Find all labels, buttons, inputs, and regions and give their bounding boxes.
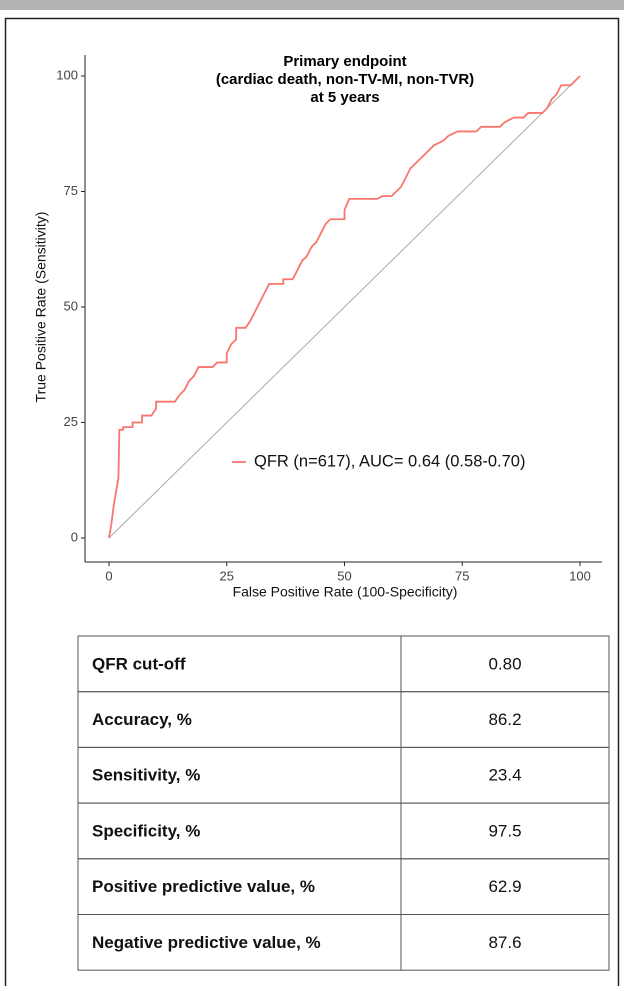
chart-title: at 5 years [310, 89, 379, 106]
frame [4, 17, 620, 986]
row-label: QFR cut-off [92, 654, 186, 673]
row-label: Positive predictive value, % [92, 877, 315, 896]
row-value: 97.5 [488, 821, 521, 840]
chart-title: (cardiac death, non-TV-MI, non-TVR) [216, 71, 474, 88]
row-value: 86.2 [488, 710, 521, 729]
x-tick-label: 75 [455, 568, 469, 583]
y-axis-label: True Positive Rate (Sensitivity) [33, 212, 49, 403]
row-label: Accuracy, % [92, 710, 192, 729]
legend-label: QFR (n=617), AUC= 0.64 (0.58-0.70) [254, 452, 525, 470]
roc-line [108, 75, 581, 539]
row-label: Sensitivity, % [92, 766, 200, 785]
table-row [77, 914, 610, 971]
y-tick-label: 0 [71, 529, 78, 544]
row-label: Specificity, % [92, 821, 200, 840]
x-tick-label: 50 [337, 568, 351, 583]
top-bar [0, 0, 624, 10]
y-tick-label: 100 [56, 67, 78, 82]
row-value: 0.80 [488, 654, 521, 673]
y-tick-label: 75 [64, 183, 78, 198]
row-value: 62.9 [488, 877, 521, 896]
y-tick-label: 25 [64, 414, 78, 429]
chart-title: Primary endpoint [283, 53, 406, 70]
reference-diagonal [108, 75, 581, 539]
row-value: 23.4 [488, 766, 521, 785]
row-label: Negative predictive value, % [92, 933, 321, 952]
row-value: 87.6 [488, 933, 521, 952]
x-tick-label: 25 [220, 568, 234, 583]
x-tick-label: 100 [569, 568, 591, 583]
x-tick-label: 0 [105, 568, 112, 583]
x-axis-label: False Positive Rate (100-Specificity) [233, 584, 458, 600]
y-tick-label: 50 [64, 298, 78, 313]
